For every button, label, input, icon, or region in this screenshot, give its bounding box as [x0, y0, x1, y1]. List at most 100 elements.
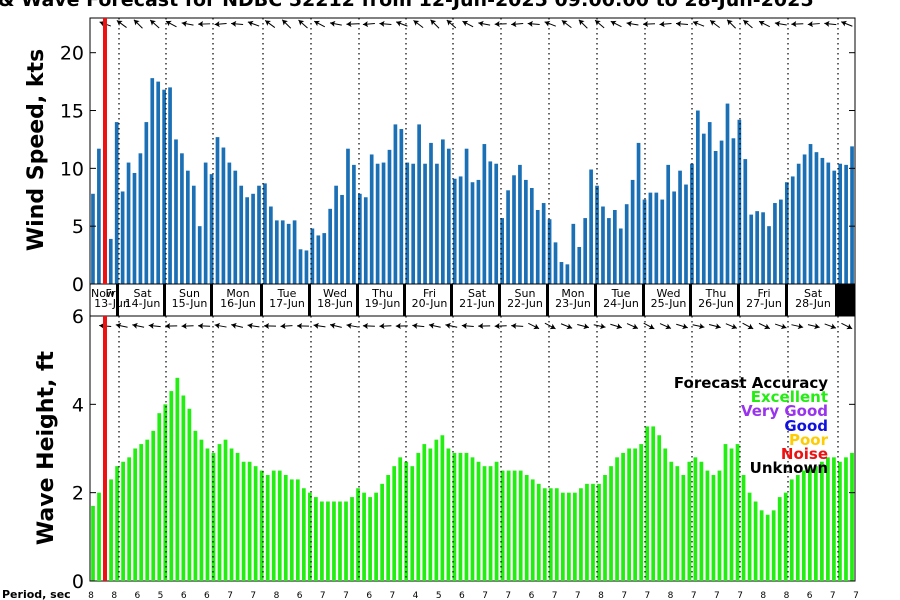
wave-y-axis-label: Wave Height, ft [34, 350, 59, 545]
wind-bar [660, 199, 665, 284]
wind-bar [654, 192, 659, 284]
wind-bar [304, 250, 309, 284]
wave-arrow [461, 322, 474, 329]
wind-bar [144, 122, 149, 284]
wind-bar [583, 218, 588, 284]
wave-bar [422, 444, 427, 581]
wave-bar [579, 488, 583, 581]
period-value: 7 [714, 591, 720, 600]
wind-arrow [165, 20, 177, 28]
day-name-label: Sun [179, 287, 200, 300]
day-date-label: 22-Jun [507, 297, 543, 310]
wind-arrow [791, 21, 804, 28]
wind-bar [773, 203, 777, 284]
wave-arrow [198, 322, 211, 329]
wave-arrow [263, 322, 277, 329]
wind-arrow [446, 19, 457, 29]
day-date-label: 17-Jun [269, 297, 305, 310]
wind-arrow [181, 20, 194, 27]
wave-arrow [379, 323, 392, 330]
day-date-label: 21-Jun [459, 297, 495, 310]
wave-bar [307, 492, 312, 581]
wave-bar [295, 479, 300, 581]
day-date-label: 24-Jun [603, 297, 639, 310]
wind-ytick-label: 0 [72, 274, 84, 296]
wave-bar [151, 430, 156, 581]
wave-direction-arrows [99, 322, 853, 330]
wave-bar [350, 497, 354, 581]
wave-bar [621, 452, 625, 581]
day-date-label: 20-Jun [412, 297, 448, 310]
wave-bar [452, 452, 457, 581]
wave-bar [175, 377, 180, 581]
wave-bar [777, 497, 782, 581]
wave-bar [850, 452, 854, 581]
legend-title: Forecast Accuracy [674, 374, 828, 392]
period-value: 6 [181, 591, 187, 600]
wave-bar [410, 466, 415, 581]
wind-bar [743, 159, 748, 284]
period-value: 8 [88, 591, 94, 600]
period-value: 8 [784, 591, 790, 600]
period-value: 7 [853, 591, 859, 600]
wave-bar [717, 470, 722, 581]
wave-arrow [296, 322, 310, 329]
wave-bar [428, 448, 433, 581]
wind-bar [737, 119, 742, 285]
wave-bar [145, 439, 150, 581]
wind-arrow [841, 20, 853, 27]
wind-bar [91, 193, 95, 284]
wind-bar [701, 133, 706, 284]
wind-bar [346, 148, 350, 284]
wind-y-axis-label: Wind Speed, kts [24, 49, 49, 251]
wave-bar [326, 501, 330, 581]
wave-arrow [841, 322, 853, 330]
wave-bar [133, 448, 138, 581]
wind-arrow [511, 21, 524, 28]
wind-ytick-label: 5 [72, 216, 84, 238]
wind-bar [97, 148, 101, 284]
wind-bar [784, 182, 789, 284]
wave-bar [705, 470, 710, 581]
wave-bar [464, 452, 469, 581]
wave-bar [283, 475, 288, 581]
day-name-label: Sat [133, 287, 152, 300]
wave-bar [530, 479, 535, 581]
wave-bar [121, 461, 125, 581]
wind-arrow [807, 21, 820, 28]
wind-bar [838, 163, 843, 284]
wave-bar [506, 470, 511, 581]
wave-bar [591, 483, 595, 581]
wave-arrow [313, 322, 326, 329]
wind-bar [417, 124, 421, 285]
wave-bar [181, 395, 186, 581]
period-value: 7 [737, 591, 743, 600]
wind-bar [850, 146, 854, 284]
wind-bar [541, 203, 546, 284]
wind-arrow [346, 21, 359, 28]
legend-excellent: Excellent [751, 388, 828, 406]
wind-bar [423, 163, 427, 284]
day-separator [210, 284, 213, 316]
day-name-label: Thu [371, 287, 393, 300]
wave-bar [301, 488, 306, 581]
wind-bar [257, 185, 261, 284]
wind-bar [322, 233, 327, 284]
wave-bar [356, 488, 360, 581]
wave-arrow [593, 323, 606, 330]
wave-bar [524, 475, 529, 581]
legend-poor: Poor [789, 431, 829, 449]
day-name-label: Thu [705, 287, 727, 300]
wind-arrow [116, 20, 127, 28]
period-value: 6 [135, 591, 141, 600]
wind-arrow [298, 19, 308, 29]
wave-arrow [643, 322, 655, 330]
wave-bar [109, 479, 113, 581]
wave-bar [205, 448, 210, 581]
wave-bar [669, 461, 674, 581]
wind-bar [357, 193, 362, 284]
wave-bar [603, 475, 607, 581]
wave-arrow [148, 322, 161, 329]
wave-arrow [725, 323, 738, 330]
